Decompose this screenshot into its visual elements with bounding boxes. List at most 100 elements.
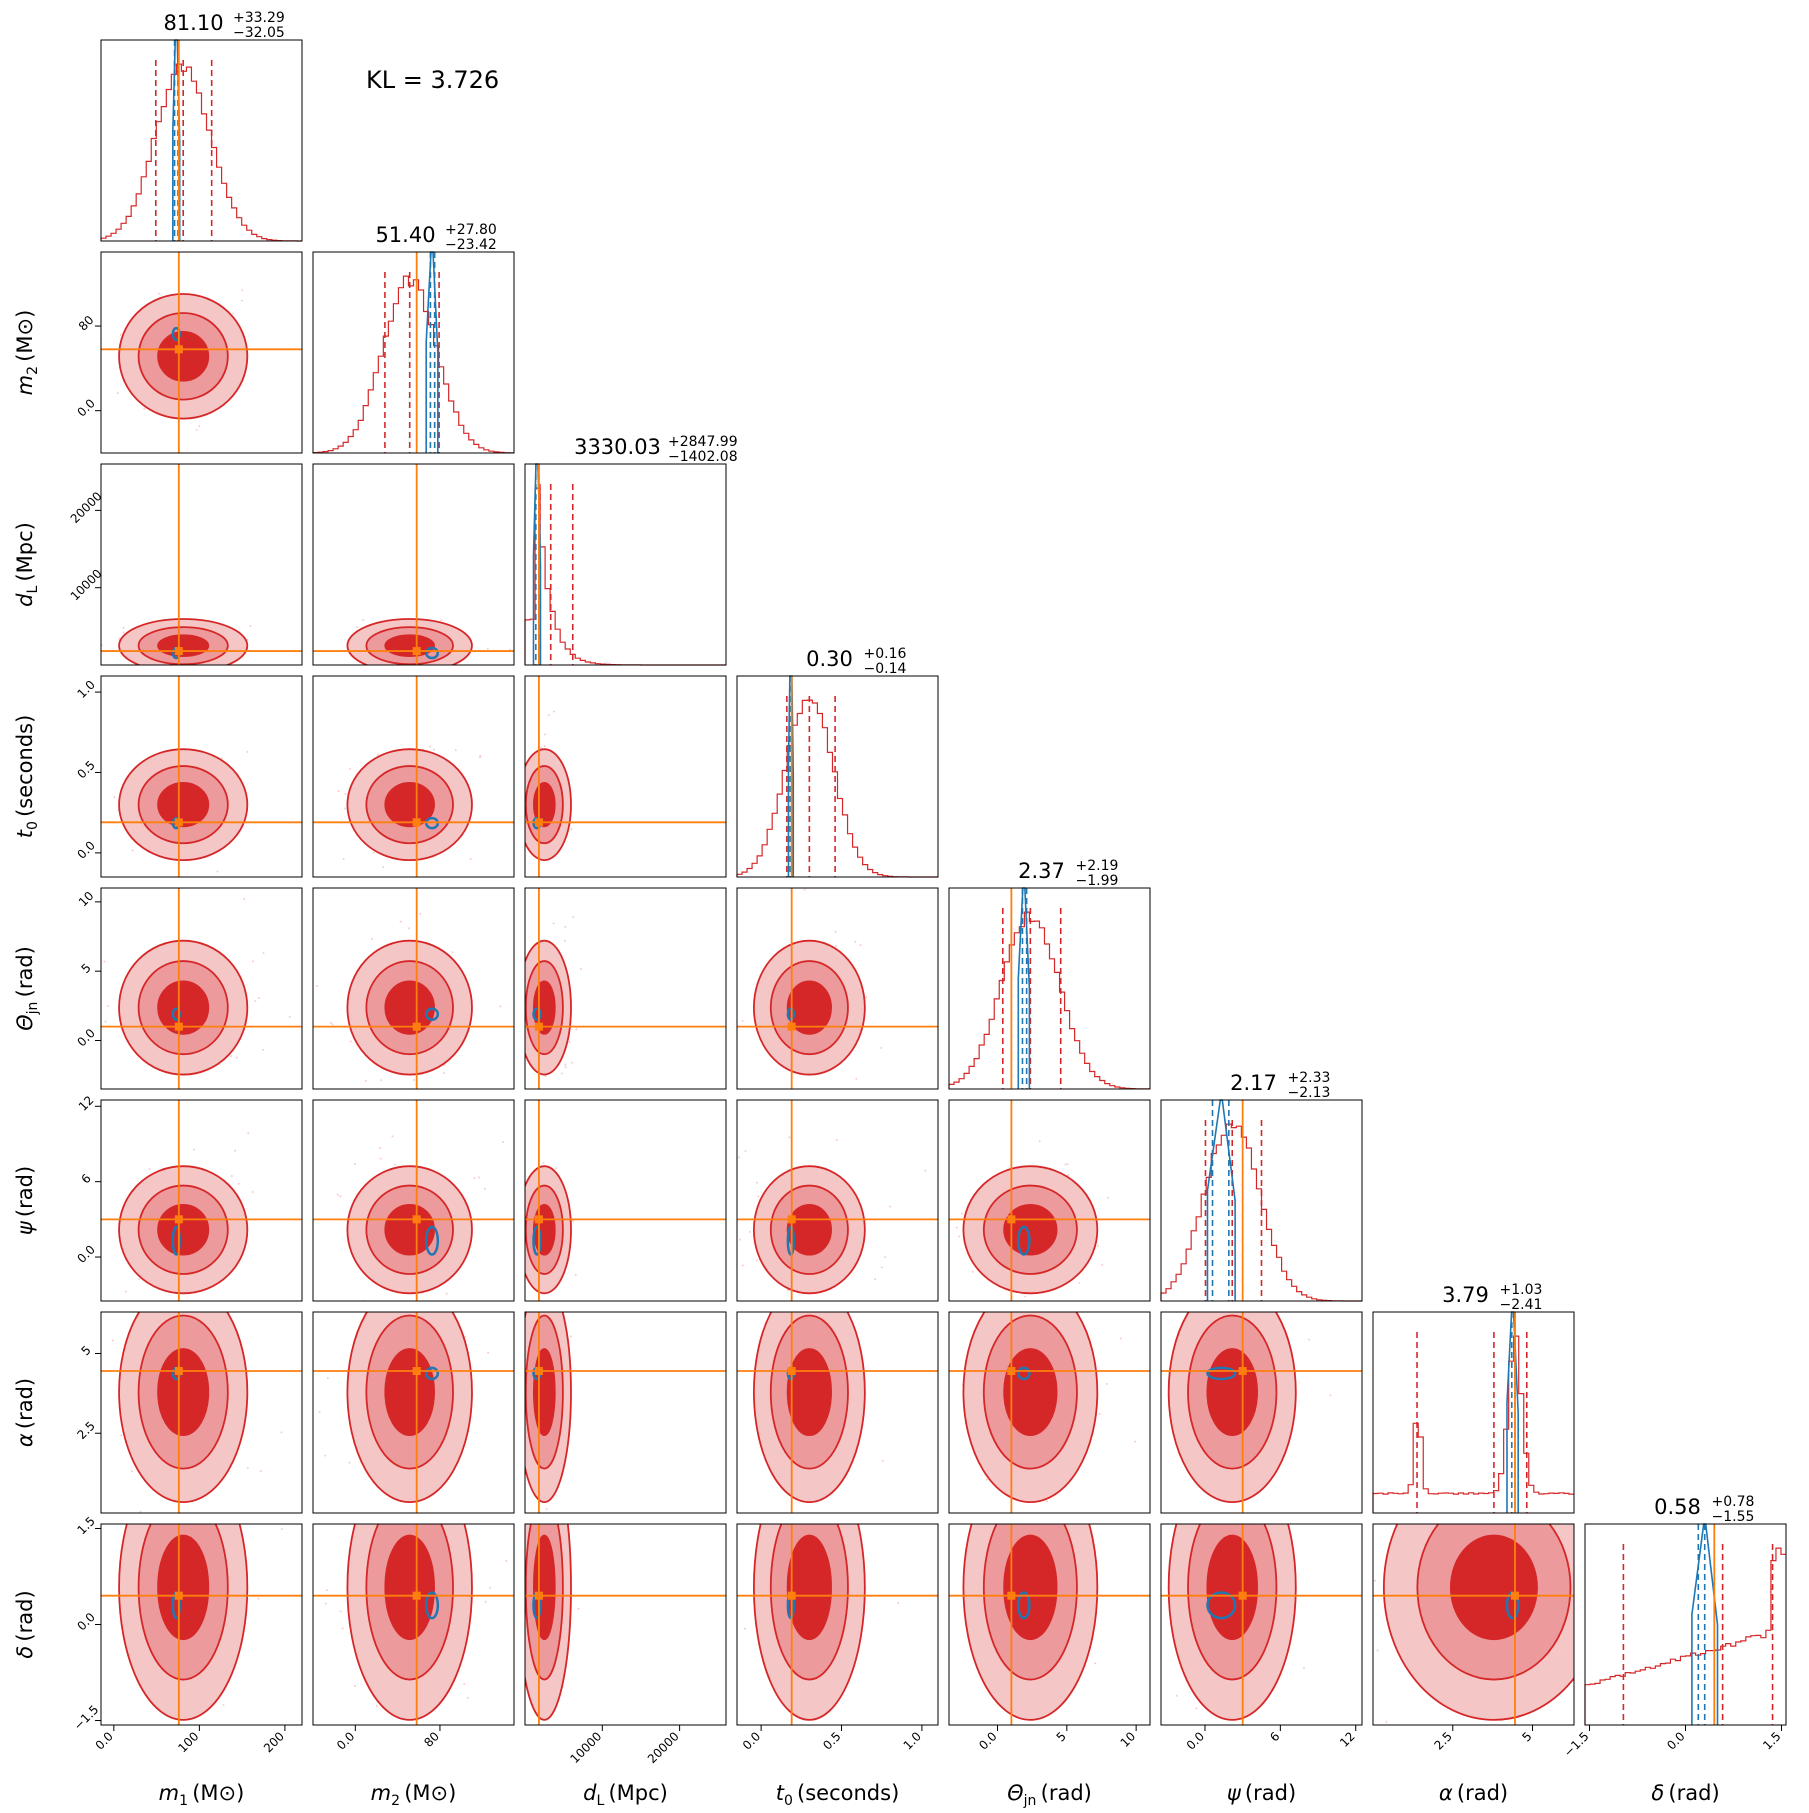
scatter-point [111, 1339, 114, 1342]
truth-marker [174, 345, 183, 354]
scatter-point [262, 952, 265, 955]
reference-contour [1206, 1591, 1237, 1620]
scatter-point [1329, 1394, 1332, 1397]
reference-histogram [425, 251, 439, 453]
scatter-point [337, 790, 340, 793]
credible-contour-3 [1206, 1534, 1259, 1641]
scatter-point [247, 1132, 250, 1135]
posterior-histogram [736, 699, 938, 878]
credible-contour-3 [157, 634, 210, 658]
x-tick-label: 100 [175, 1729, 201, 1755]
scatter-point [1308, 1338, 1311, 1341]
y-axis-alpha: 2.5 5 α (rad) [13, 1343, 101, 1447]
y-tick-label: 10 [76, 889, 97, 910]
y-axis-dL: 10000 20000 dL (Mpc) [13, 489, 105, 607]
credible-contour-3 [786, 980, 832, 1035]
panel-frame [100, 463, 303, 666]
y-tick-label: 5 [79, 961, 94, 976]
scatter-point [138, 1277, 141, 1280]
scatter-point [741, 1264, 744, 1267]
scatter-point [103, 960, 106, 963]
y-tick-label: 0.5 [74, 758, 97, 781]
scatter-point [855, 1077, 858, 1080]
contour-panel-t0-delta [736, 1523, 939, 1761]
scatter-point [545, 1507, 548, 1510]
scatter-point [478, 1176, 481, 1179]
scatter-point [505, 1559, 508, 1562]
x-tick-label: −1.5 [1561, 1729, 1592, 1760]
scatter-point [1045, 1500, 1048, 1503]
panel-frame [524, 675, 727, 878]
scatter-point [246, 1279, 248, 1281]
contour-body [525, 1312, 726, 1513]
scatter-point [489, 1586, 492, 1589]
x-axis-label: m1 (M⊙) [159, 1781, 245, 1809]
truth-marker [1007, 1367, 1016, 1376]
scatter-point [249, 624, 252, 627]
scatter-point [539, 746, 542, 749]
contour-panel-dL-psi [524, 1099, 727, 1302]
scatter-point [889, 1205, 892, 1208]
scatter-point [1123, 1603, 1125, 1605]
scatter-point [744, 1627, 747, 1630]
panel-frame [736, 1523, 939, 1726]
y-tick-label: 12 [76, 1093, 97, 1114]
contour-body [313, 888, 514, 1089]
scatter-point [554, 1093, 556, 1095]
scatter-point [835, 1139, 838, 1142]
scatter-point [297, 631, 299, 633]
scatter-point [1169, 1235, 1171, 1237]
scatter-point [442, 1072, 445, 1075]
x-tick-label: 80 [421, 1729, 442, 1750]
scatter-point [353, 1685, 356, 1688]
scatter-point [1534, 1493, 1536, 1495]
scatter-point [486, 647, 489, 650]
scatter-point [211, 1095, 213, 1097]
scatter-point [233, 1308, 235, 1310]
credible-contour-3 [384, 782, 435, 828]
x-axis-t0: 0.0 0.5 1.0 t0 (seconds) [740, 1725, 924, 1809]
scatter-point [216, 870, 219, 873]
scatter-point [552, 710, 555, 713]
x-axis-dL: 10000 20000 dL (Mpc) [568, 1725, 682, 1809]
x-axis-label: δ (rad) [1651, 1781, 1719, 1805]
credible-contour-3 [786, 1348, 832, 1437]
scatter-point [445, 1292, 448, 1295]
scatter-point [246, 750, 249, 753]
scatter-point [772, 1302, 774, 1304]
scatter-point [821, 1514, 823, 1516]
credible-contour-3 [157, 1348, 210, 1437]
histogram-title: 0.58 [1654, 1495, 1701, 1519]
contour-body [297, 464, 514, 665]
truth-marker [174, 1367, 183, 1376]
x-axis-psi: 0.0 6 12 ψ (rad) [1184, 1725, 1358, 1805]
scatter-point [1066, 1162, 1069, 1165]
panel-frame [736, 1099, 939, 1302]
scatter-point [864, 1759, 866, 1761]
scatter-point [327, 1275, 329, 1277]
truth-marker [412, 1022, 421, 1031]
scatter-point [1020, 1515, 1022, 1517]
credible-contour-3 [1449, 1534, 1538, 1641]
scatter-point [924, 1169, 927, 1172]
scatter-point [315, 985, 318, 988]
reference-contour [424, 1366, 440, 1381]
credible-contour-3 [157, 980, 210, 1035]
contour-body [949, 1312, 1150, 1513]
scatter-point [344, 792, 347, 795]
y-axis-label: m2 (M⊙) [13, 310, 41, 396]
scatter-point [104, 1020, 107, 1023]
scatter-point [1210, 1506, 1212, 1508]
y-tick-label: 10000 [68, 566, 105, 603]
scatter-point [70, 1458, 72, 1460]
scatter-point [239, 1774, 241, 1776]
scatter-point [85, 951, 87, 953]
scatter-point [755, 1259, 758, 1262]
scatter-point [803, 888, 806, 891]
scatter-point [572, 915, 575, 918]
panel-frame [312, 1523, 515, 1726]
scatter-point [354, 1518, 356, 1520]
scatter-point [1273, 1501, 1275, 1503]
y-tick-label: −1.5 [71, 1702, 102, 1733]
truth-marker [412, 1591, 421, 1600]
